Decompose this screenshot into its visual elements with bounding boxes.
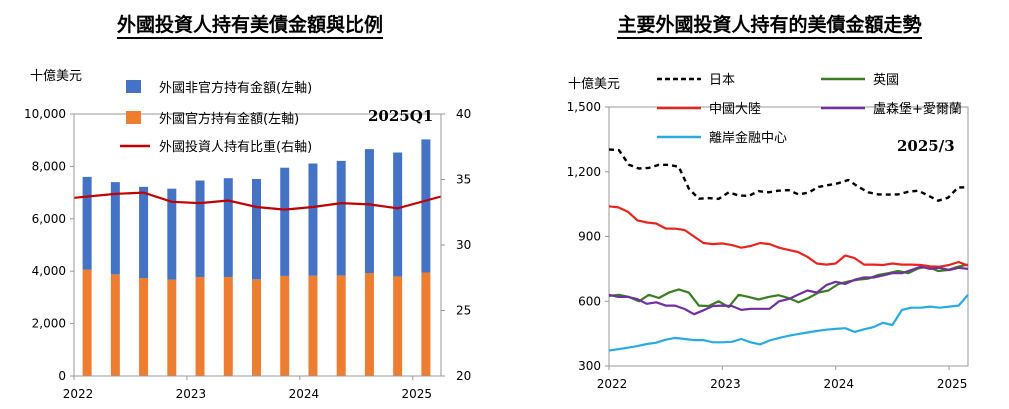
bar-official-2024Q4 <box>393 276 403 376</box>
bar-official-2024Q2 <box>336 275 346 376</box>
left-x-tick: 2024 <box>289 387 320 401</box>
left-x-tick: 2022 <box>63 387 94 401</box>
left-chart-title: 外國投資人持有美債金額與比例 <box>0 10 500 39</box>
bar-official-2022Q3 <box>139 278 149 376</box>
left-legend-label: 外國投資人持有比重(右軸) <box>159 139 312 155</box>
right-y-tick: 1,500 <box>567 100 601 114</box>
bar-nonofficial-2022Q3 <box>139 186 149 279</box>
bar-nonofficial-2024Q1 <box>308 163 318 276</box>
bar-nonofficial-2023Q1 <box>195 180 205 277</box>
left-x-tick: 2025 <box>401 387 432 401</box>
left-y-tick: 10,000 <box>24 107 66 121</box>
bar-official-2025Q1 <box>421 272 431 376</box>
left-y2-tick: 35 <box>456 173 471 187</box>
left-x-tick: 2023 <box>176 387 207 401</box>
bar-nonofficial-2023Q2 <box>223 178 233 277</box>
left-y2-tick: 20 <box>456 369 471 383</box>
bar-official-2022Q1 <box>82 269 92 376</box>
bar-nonofficial-2023Q4 <box>280 167 290 276</box>
left-chart-svg: 十億美元 02,0004,0006,0008,00010,00020253035… <box>24 68 471 401</box>
bar-official-2024Q3 <box>364 273 374 376</box>
right-x-tick: 2025 <box>937 377 968 391</box>
left-axis-unit: 十億美元 <box>30 68 82 84</box>
bar-nonofficial-2024Q2 <box>336 160 346 276</box>
right-legend-label: 中國大陸 <box>709 101 761 117</box>
left-chart-badge: 2025Q1 <box>368 107 433 125</box>
right-chart-svg: 十億美元 300 600 900 1,200 1,500 2022 2023 2024 2025… <box>567 73 969 391</box>
bar-official-2024Q1 <box>308 275 318 376</box>
bar-nonofficial-2022Q4 <box>167 188 177 280</box>
left-y-tick: 0 <box>58 369 66 383</box>
bar-nonofficial-2023Q3 <box>252 178 261 280</box>
bar-nonofficial-2024Q4 <box>393 152 403 277</box>
line-series-3 <box>608 265 969 316</box>
bar-nonofficial-2022Q1 <box>82 176 92 270</box>
left-y2-tick: 25 <box>456 304 471 318</box>
bar-nonofficial-2025Q1 <box>421 139 431 273</box>
right-chart-badge: 2025/3 <box>897 137 955 155</box>
right-legend-label: 離岸金融中心 <box>709 130 787 146</box>
right-axis-unit: 十億美元 <box>568 76 620 92</box>
left-y-tick: 4,000 <box>32 264 66 278</box>
right-y-tick: 300 <box>578 359 601 373</box>
left-legend-swatch <box>126 80 141 93</box>
right-y-tick: 600 <box>578 294 601 308</box>
left-y-tick: 2,000 <box>32 317 66 331</box>
left-legend-swatch <box>126 111 141 124</box>
bar-nonofficial-2024Q3 <box>364 149 374 274</box>
right-chart-panel: 主要外國投資人持有的美債金額走勢 十億美元 300 600 900 1,200 1,50… <box>530 0 1009 409</box>
right-x-tick: 2022 <box>597 377 628 391</box>
left-y-tick: 8,000 <box>32 159 66 173</box>
right-legend-label: 日本 <box>709 73 735 88</box>
right-x-tick: 2023 <box>710 377 741 391</box>
bar-official-2022Q2 <box>110 274 120 376</box>
line-foreign-ratio <box>73 191 442 211</box>
bar-official-2023Q2 <box>223 276 233 376</box>
line-series-0 <box>608 148 969 202</box>
line-series-2 <box>608 205 969 268</box>
left-y-tick: 6,000 <box>32 212 66 226</box>
right-x-tick: 2024 <box>823 377 854 391</box>
right-chart-title: 主要外國投資人持有的美債金額走勢 <box>530 10 1009 39</box>
bar-official-2023Q4 <box>280 275 290 376</box>
right-y-tick: 1,200 <box>567 165 601 179</box>
left-y2-tick: 40 <box>456 107 471 121</box>
left-legend-label: 外國官方持有金額(左軸) <box>159 111 299 127</box>
left-legend-label: 外國非官方持有金額(左軸) <box>159 80 312 96</box>
right-legend-label: 英國 <box>873 73 899 88</box>
bar-official-2022Q4 <box>167 279 177 376</box>
left-y2-tick: 30 <box>456 238 471 252</box>
right-y-tick: 900 <box>578 230 601 244</box>
right-legend-label: 盧森堡+愛爾蘭 <box>873 101 962 117</box>
line-series-4 <box>608 294 969 352</box>
line-series-1 <box>608 263 969 309</box>
bar-official-2023Q3 <box>252 279 261 376</box>
bar-official-2023Q1 <box>195 276 205 376</box>
bar-nonofficial-2022Q2 <box>110 182 120 275</box>
left-chart-panel: 外國投資人持有美債金額與比例 十億美元 0 2,000 4,000 6,000 8,00… <box>0 0 500 409</box>
